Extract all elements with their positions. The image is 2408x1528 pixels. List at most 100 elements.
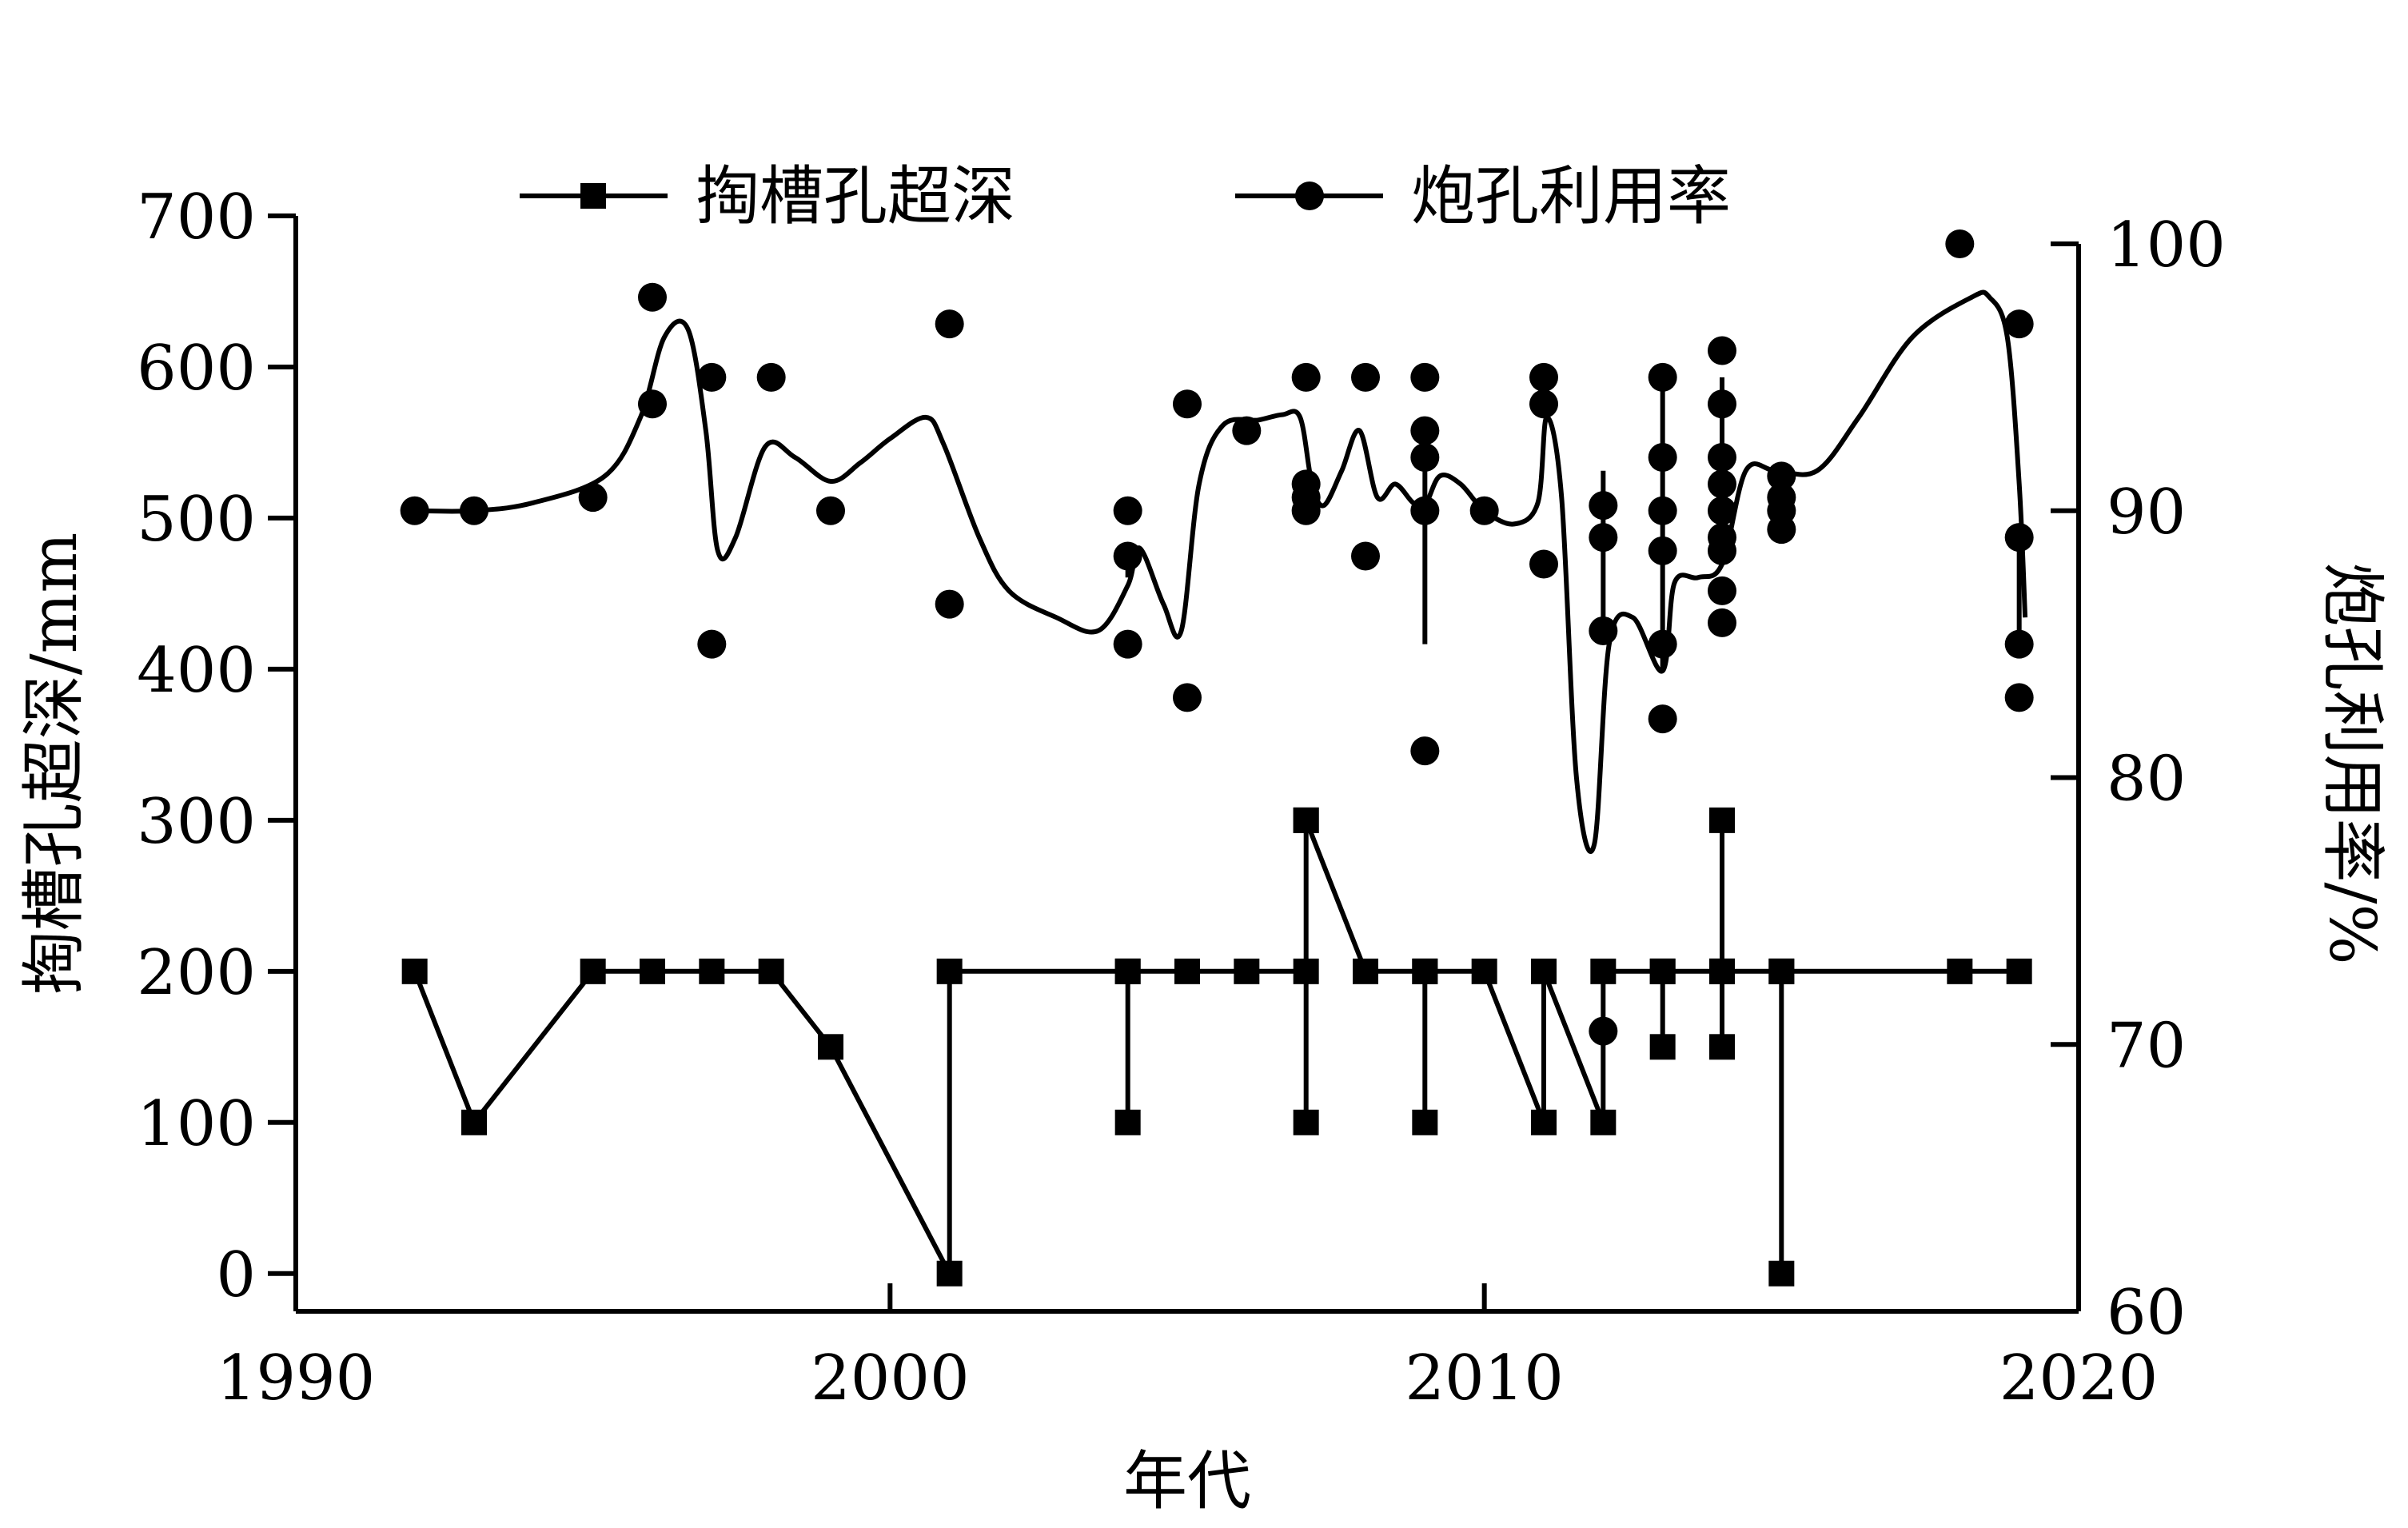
overdepth-point (1768, 1260, 1795, 1287)
utilization-point (1291, 496, 1321, 525)
utilization-point (1410, 416, 1440, 445)
utilization-point (1589, 616, 1618, 645)
overdepth-point (1412, 1109, 1438, 1135)
utilization-point (1708, 536, 1736, 565)
series-utilization (400, 229, 2034, 1046)
utilization-point (1232, 416, 1262, 445)
utilization-point (1410, 443, 1440, 472)
overdepth-point (1768, 958, 1795, 984)
utilization-point (638, 389, 667, 419)
y-right-tick-label: 100 (2107, 209, 2226, 281)
overdepth-point (401, 958, 428, 984)
overdepth-point (1590, 1109, 1617, 1135)
utilization-point (1589, 491, 1618, 521)
utilization-point (638, 282, 667, 312)
overdepth-point (1531, 958, 1557, 984)
overdepth-point (1709, 1034, 1735, 1060)
utilization-point (1529, 549, 1558, 579)
x-tick-label: 2020 (1999, 1342, 2159, 1414)
utilization-point (1648, 536, 1677, 565)
utilization-point (2004, 629, 2034, 659)
utilization-point (1767, 515, 1796, 545)
legend-label-overdepth: 掏槽孔超深 (696, 159, 1015, 233)
utilization-point (1648, 704, 1677, 734)
y-left-tick-label: 700 (137, 182, 256, 253)
overdepth-point (936, 1260, 963, 1287)
y-right-tick-label: 70 (2107, 1010, 2186, 1082)
utilization-point (2004, 523, 2034, 553)
utilization-point (2004, 309, 2034, 339)
overdepth-point (1649, 958, 1676, 984)
x-tick-label: 1990 (217, 1342, 376, 1414)
legend-marker-square (580, 183, 606, 209)
overdepth-point (818, 1034, 843, 1060)
utilization-point (1410, 496, 1440, 525)
y-left-tick-label: 200 (137, 937, 256, 1009)
utilization-point (1708, 469, 1736, 499)
overdepth-point (1947, 958, 1973, 984)
utilization-point (1708, 389, 1736, 419)
utilization-point (1410, 736, 1440, 766)
utilization-point (1291, 362, 1321, 392)
y-left-axis-title: 掏槽孔超深/mm (17, 533, 91, 995)
utilization-point (1708, 496, 1736, 525)
utilization-point (400, 496, 429, 525)
utilization-point (1589, 523, 1618, 553)
y-left-tick-label: 0 (216, 1239, 256, 1311)
utilization-point (697, 629, 727, 659)
utilization-point (1469, 496, 1499, 525)
y-right-tick-label: 60 (2107, 1277, 2186, 1349)
y-right-tick-label: 90 (2107, 477, 2186, 549)
legend: 掏槽孔超深 炮孔利用率 (520, 159, 1731, 233)
utilization-point (1529, 362, 1558, 392)
overdepth-point (699, 958, 725, 984)
utilization-point (1410, 362, 1440, 392)
x-tick-label: 2000 (811, 1342, 970, 1414)
utilization-point (1113, 629, 1142, 659)
plot-area (400, 229, 2034, 1287)
utilization-point (1113, 541, 1142, 571)
overdepth-point (1293, 807, 1319, 833)
utilization-point (935, 589, 964, 619)
utilization-point (1351, 541, 1380, 571)
utilization-point (578, 483, 608, 513)
overdepth-point (1590, 958, 1617, 984)
overdepth-point (1649, 1034, 1676, 1060)
overdepth-point (1234, 958, 1260, 984)
utilization-point (816, 496, 845, 525)
utilization-point (1708, 576, 1736, 605)
overdepth-point (1174, 958, 1200, 984)
utilization-point (1648, 496, 1677, 525)
overdepth-point (461, 1109, 487, 1135)
overdepth-point (1293, 958, 1319, 984)
overdepth-point (1114, 1109, 1141, 1135)
overdepth-point (1709, 958, 1735, 984)
utilization-point (935, 309, 964, 339)
x-axis-title: 年代 (1123, 1444, 1251, 1518)
overdepth-point (1471, 958, 1497, 984)
overdepth-point (580, 958, 606, 984)
series-overdepth (401, 807, 2032, 1287)
overdepth-point (1412, 958, 1438, 984)
overdepth-point (2006, 958, 2032, 984)
utilization-point (1173, 683, 1202, 712)
utilization-point (1767, 461, 1796, 491)
utilization-point (1708, 336, 1736, 365)
y-left-tick-label: 400 (137, 635, 256, 707)
utilization-series-curve (414, 289, 2028, 854)
y-right-tick-label: 80 (2107, 744, 2186, 816)
utilization-point (1529, 389, 1558, 419)
axes: 1990 2000 2010 2020 0 100 200 300 400 500 600 700 60… (137, 182, 2226, 1414)
utilization-point (1589, 1016, 1618, 1046)
utilization-point (1708, 443, 1736, 472)
utilization-point (1351, 362, 1380, 392)
utilization-point (2004, 683, 2034, 712)
utilization-point (1173, 389, 1202, 419)
legend-label-utilization: 炮孔利用率 (1411, 159, 1731, 233)
overdepth-point (1353, 958, 1378, 984)
utilization-point (1648, 443, 1677, 472)
overdepth-point (1531, 1109, 1557, 1135)
overdepth-point (758, 958, 784, 984)
y-left-tick-label: 500 (137, 484, 256, 556)
